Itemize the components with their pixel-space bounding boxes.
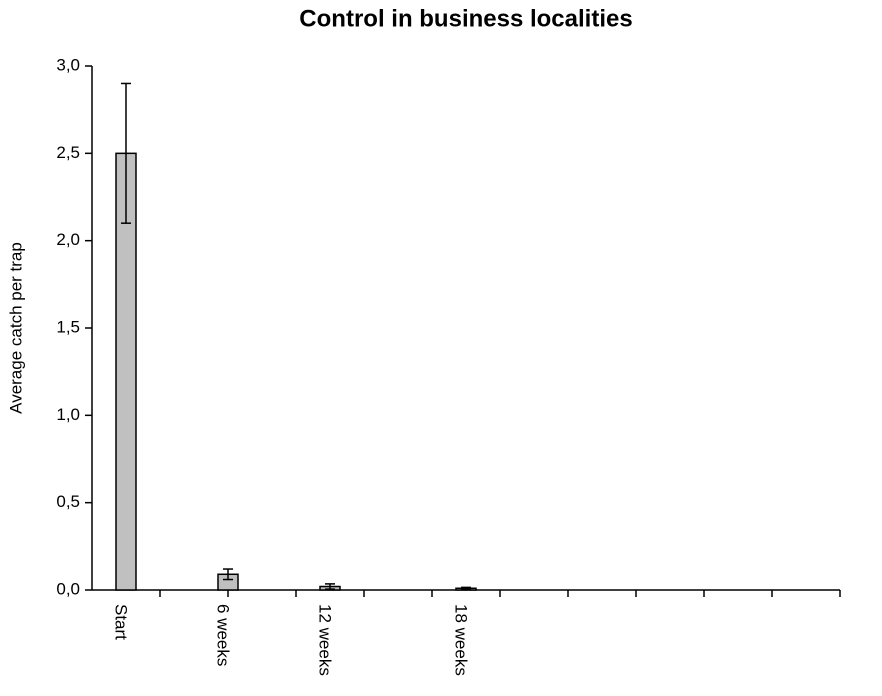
y-tick-label: 2,5 [56, 143, 80, 162]
y-tick-label: 0,0 [56, 579, 80, 598]
y-tick-label: 3,0 [56, 55, 80, 74]
y-tick-label: 0,5 [56, 492, 80, 511]
x-tick-label: 18 weeks [452, 604, 471, 676]
x-tick-label: Start [112, 604, 131, 640]
x-tick-label: 12 weeks [316, 604, 335, 676]
chart-title: Control in business localities [299, 5, 632, 32]
y-axis-label: Average catch per trap [6, 242, 25, 414]
y-tick-label: 1,0 [56, 405, 80, 424]
x-tick-label: 6 weeks [214, 604, 233, 666]
y-tick-label: 2,0 [56, 230, 80, 249]
y-tick-label: 1,5 [56, 317, 80, 336]
